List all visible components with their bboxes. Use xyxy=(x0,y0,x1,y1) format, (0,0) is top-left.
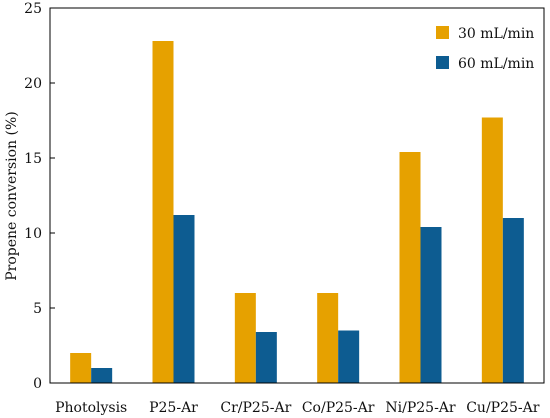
x-tick-label: P25-Ar xyxy=(149,400,198,416)
x-axis-ticks: Photolysis P25-Ar Cr/P25-Ar Co/P25-Ar Ni/P25… xyxy=(55,400,540,416)
bar-series1-2 xyxy=(234,293,256,383)
bar-series2-3 xyxy=(338,330,360,383)
bar-series1-0 xyxy=(70,353,92,383)
legend-swatch xyxy=(436,26,449,39)
y-axis-label: Propene conversion (%) xyxy=(4,111,20,281)
y-tick-label: 0 xyxy=(33,376,42,392)
bar-series2-2 xyxy=(255,332,277,383)
y-tick-label: 5 xyxy=(33,301,42,317)
y-tick-label: 15 xyxy=(24,151,42,167)
bar-series2-0 xyxy=(91,368,113,383)
legend-swatch xyxy=(436,56,449,69)
bar-series1-3 xyxy=(317,293,339,383)
bar-series1-1 xyxy=(152,41,174,383)
legend-label: 30 mL/min xyxy=(458,26,534,42)
legend: 30 mL/min 60 mL/min xyxy=(436,26,534,72)
y-tick-label: 10 xyxy=(24,226,42,242)
plot-frame xyxy=(49,7,545,384)
y-axis-ticks: 0 5 10 15 20 25 xyxy=(24,1,55,392)
bar-series2-5 xyxy=(502,218,524,383)
y-tick-label: 25 xyxy=(24,1,42,17)
bar-series2-1 xyxy=(173,215,195,383)
y-tick-label: 20 xyxy=(24,76,42,92)
x-tick-label: Ni/P25-Ar xyxy=(385,400,456,416)
x-tick-label: Photolysis xyxy=(55,400,127,416)
bar-series1-5 xyxy=(481,117,503,383)
bar-series2-4 xyxy=(420,227,442,383)
bar-series1-4 xyxy=(399,152,421,383)
x-tick-label: Co/P25-Ar xyxy=(302,400,375,416)
x-tick-label: Cu/P25-Ar xyxy=(466,400,540,416)
legend-label: 60 mL/min xyxy=(458,56,534,72)
x-tick-label: Cr/P25-Ar xyxy=(220,400,291,416)
bars-group xyxy=(70,41,524,383)
